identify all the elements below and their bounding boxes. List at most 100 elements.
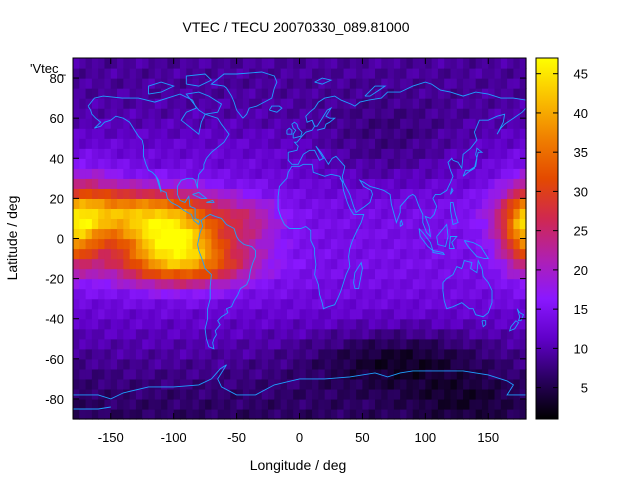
- heatmap-cell: [337, 68, 345, 79]
- heatmap-cell: [500, 348, 508, 360]
- heatmap-cell: [318, 298, 326, 310]
- heatmap-cell: [494, 138, 502, 149]
- heatmap-cell: [324, 128, 332, 139]
- heatmap-cell: [110, 318, 118, 330]
- heatmap-cell: [161, 298, 168, 310]
- heatmap-cell: [519, 338, 527, 350]
- heatmap-cell: [513, 408, 521, 420]
- heatmap-cell: [179, 198, 187, 210]
- heatmap-cell: [431, 58, 439, 69]
- heatmap-cell: [249, 318, 257, 330]
- heatmap-cell: [500, 118, 508, 129]
- heatmap-cell: [217, 198, 225, 210]
- heatmap-cell: [205, 318, 213, 330]
- heatmap-cell: [507, 358, 515, 370]
- heatmap-cell: [224, 168, 231, 179]
- heatmap-cell: [488, 278, 496, 290]
- heatmap-cell: [362, 288, 370, 300]
- heatmap-cell: [280, 138, 288, 149]
- heatmap-cell: [488, 378, 496, 390]
- heatmap-cell: [123, 278, 131, 290]
- heatmap-cell: [425, 398, 433, 410]
- heatmap-cell: [330, 308, 338, 320]
- heatmap-cell: [330, 108, 338, 119]
- heatmap-cell: [406, 398, 414, 410]
- heatmap-cell: [129, 88, 137, 99]
- heatmap-cell: [393, 188, 401, 199]
- heatmap-cell: [286, 268, 294, 280]
- heatmap-cell: [286, 288, 294, 300]
- heatmap-cell: [437, 358, 445, 370]
- heatmap-cell: [312, 278, 319, 290]
- coastline: [210, 71, 278, 119]
- heatmap-cell: [412, 288, 420, 300]
- coastline: [311, 106, 336, 131]
- heatmap-cell: [280, 368, 288, 380]
- coastline: [287, 81, 527, 238]
- heatmap-cell: [129, 308, 137, 320]
- heatmap-cell: [242, 188, 250, 199]
- heatmap-cell: [475, 268, 483, 280]
- heatmap-cell: [450, 138, 458, 149]
- heatmap-cell: [123, 68, 131, 79]
- heatmap-cell: [104, 98, 112, 109]
- heatmap-cell: [324, 338, 332, 350]
- heatmap-cell: [211, 208, 219, 220]
- heatmap-cell: [406, 238, 414, 250]
- heatmap-cell: [91, 268, 99, 280]
- heatmap-cell: [186, 188, 194, 199]
- heatmap-cell: [488, 228, 496, 240]
- heatmap-cell: [161, 328, 168, 340]
- heatmap-cell: [135, 368, 143, 380]
- heatmap-cell: [135, 58, 143, 69]
- heatmap-cell: [375, 308, 382, 320]
- heatmap-cell: [161, 348, 168, 360]
- heatmap-cell: [104, 238, 112, 250]
- heatmap-cell: [450, 398, 458, 410]
- heatmap-cell: [330, 278, 338, 290]
- heatmap-cell: [456, 318, 464, 330]
- heatmap-cell: [135, 288, 143, 300]
- heatmap-cell: [368, 278, 376, 290]
- heatmap-cell: [488, 118, 496, 129]
- heatmap-cell: [274, 328, 282, 340]
- heatmap-cell: [305, 218, 313, 230]
- heatmap-cell: [469, 408, 477, 420]
- heatmap-cell: [368, 318, 376, 330]
- heatmap-cell: [444, 278, 452, 290]
- heatmap-cell: [236, 298, 244, 310]
- heatmap-cell: [412, 158, 420, 169]
- heatmap-cell: [444, 128, 452, 139]
- heatmap-cell: [217, 338, 225, 350]
- heatmap-cell: [513, 88, 521, 99]
- heatmap-cell: [110, 148, 118, 159]
- heatmap-cell: [236, 258, 244, 270]
- heatmap-cell: [425, 328, 433, 340]
- heatmap-cell: [337, 378, 345, 390]
- heatmap-cell: [305, 228, 313, 240]
- heatmap-cell: [186, 328, 194, 340]
- heatmap-cell: [324, 378, 332, 390]
- heatmap-cell: [419, 398, 426, 410]
- heatmap-cell: [192, 248, 200, 260]
- heatmap-cell: [393, 378, 401, 390]
- heatmap-cell: [349, 318, 357, 330]
- heatmap-cell: [519, 298, 527, 310]
- heatmap-cell: [437, 108, 445, 119]
- heatmap-cell: [79, 208, 87, 220]
- heatmap-cell: [337, 118, 345, 129]
- heatmap-cell: [349, 178, 357, 189]
- heatmap-cell: [337, 398, 345, 410]
- heatmap-cell: [456, 408, 464, 420]
- heatmap-cell: [255, 168, 263, 179]
- heatmap-cell: [500, 238, 508, 250]
- heatmap-cell: [393, 198, 401, 210]
- heatmap-cell: [293, 358, 301, 370]
- heatmap-cell: [154, 338, 162, 350]
- heatmap-cell: [167, 218, 175, 230]
- heatmap-cell: [299, 338, 307, 350]
- heatmap-cell: [387, 238, 395, 250]
- heatmap-cell: [123, 98, 131, 109]
- heatmap-cell: [507, 218, 515, 230]
- heatmap-cell: [356, 58, 364, 69]
